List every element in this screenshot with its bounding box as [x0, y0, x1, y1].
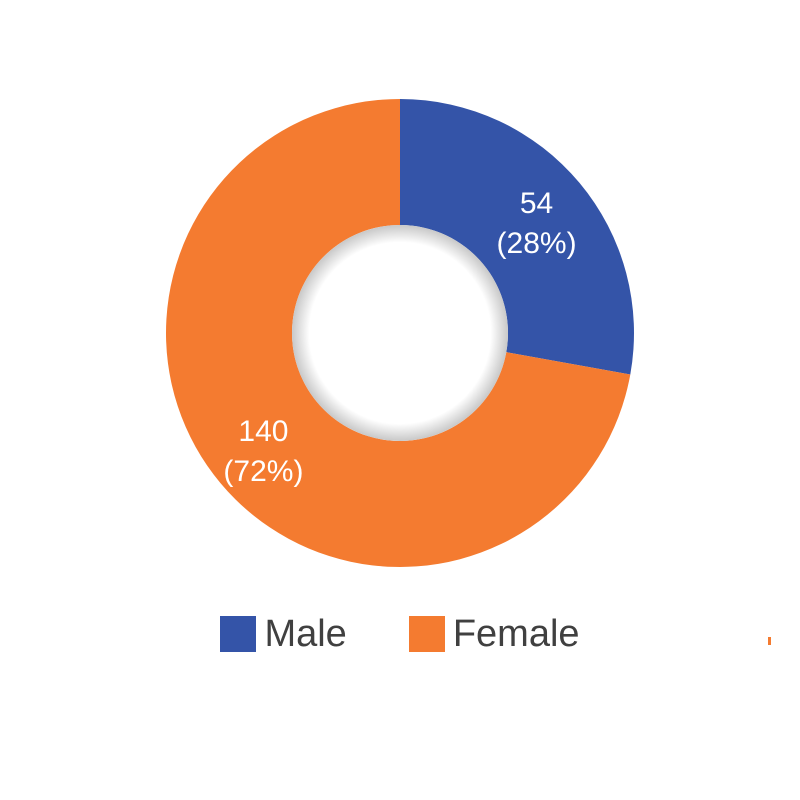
slice-female[interactable]: [166, 99, 631, 567]
data-label-percent: (28%): [497, 227, 577, 260]
legend-swatch-female: [408, 616, 445, 652]
legend-item-male[interactable]: Male: [220, 612, 347, 656]
data-label-male: 54 (28%): [497, 187, 577, 260]
data-label-value: 54: [520, 187, 553, 220]
donut-hole: [292, 225, 508, 441]
legend: Male Female: [0, 612, 800, 656]
legend-label-male: Male: [264, 613, 347, 655]
data-label-female: 140 (72%): [223, 415, 303, 488]
data-label-value: 140: [238, 415, 288, 448]
legend-item-female[interactable]: Female: [408, 612, 580, 656]
legend-label-female: Female: [452, 613, 580, 655]
edge-tick-mark: [768, 637, 771, 645]
slice-male[interactable]: [400, 99, 634, 375]
data-label-percent: (72%): [223, 455, 303, 488]
legend-swatch-male: [220, 616, 257, 652]
